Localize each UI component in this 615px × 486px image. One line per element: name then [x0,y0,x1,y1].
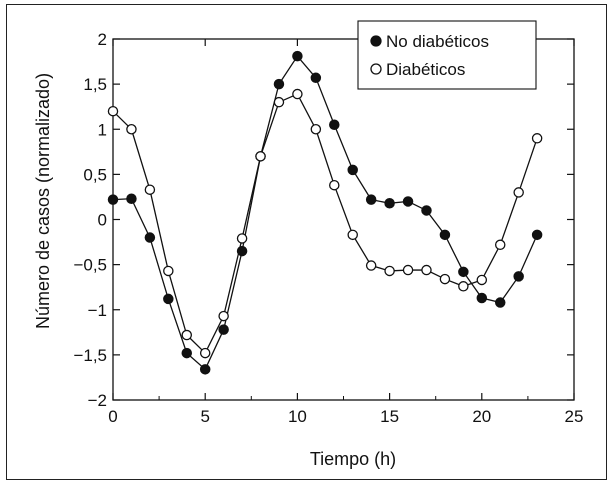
data-point [181,329,193,341]
series-line [112,93,538,355]
data-point [107,105,119,117]
data-point [384,265,395,277]
data-point [458,281,469,292]
data-point [292,50,303,62]
data-point [255,151,266,162]
legend-label: Diabéticos [386,60,465,79]
y-tick-label: −1 [88,301,107,320]
data-point [144,232,156,243]
data-point [347,229,358,241]
data-point [218,324,229,335]
y-tick-label: 0 [98,211,107,230]
x-axis-label: Tiempo (h) [310,449,396,469]
plot-area-border [112,38,575,401]
data-point [513,271,524,282]
data-point [421,205,432,216]
legend: No diabéticos Diabéticos [357,20,537,90]
data-point [476,274,488,286]
data-point [163,293,174,305]
figure-frame: 0 5 10 15 20 25 −2 −1,5 −1 −0,5 0 0,5 1 1,5 2 No diabé… [6,4,607,480]
data-point [365,194,377,205]
data-point [513,187,524,198]
data-point [218,310,229,322]
x-tick-label: 10 [288,407,307,426]
y-tick-label: 2 [98,30,107,49]
data-point [107,194,119,205]
y-tick-label: 1 [98,120,107,139]
data-point [292,88,303,100]
y-tick-label: 0,5 [83,165,107,184]
y-tick-label: −0,5 [73,256,107,275]
data-point [273,78,285,90]
legend-marker [370,63,382,75]
data-point [163,265,174,277]
data-point [126,193,137,204]
data-point [402,264,414,276]
data-point [329,179,340,191]
data-point [476,292,488,304]
y-tick-label: 1,5 [83,75,107,94]
data-point [365,260,377,271]
y-tick-label: −2 [88,391,107,410]
data-point [347,164,358,176]
data-point [310,124,322,135]
y-axis-label: Número de casos (normalizado) [33,73,53,329]
data-point [421,264,432,276]
data-point [439,229,451,241]
series-group [107,50,543,375]
line-chart: 0 5 10 15 20 25 −2 −1,5 −1 −0,5 0 0,5 1 1,5 2 No diabé… [33,20,583,469]
data-point [439,273,451,285]
axes: 0 5 10 15 20 25 −2 −1,5 −1 −0,5 0 0,5 1 1,5 2 [73,30,583,426]
data-point [181,347,193,359]
legend-marker [370,35,382,47]
x-tick-label: 0 [108,407,117,426]
data-point [458,266,469,278]
data-point [531,133,543,144]
x-tick-label: 25 [565,407,584,426]
legend-box [357,20,537,90]
data-point [199,347,211,359]
data-point [144,184,156,195]
data-point [273,96,285,108]
data-point [310,72,322,84]
data-point [126,124,137,135]
y-tick-label: −1,5 [73,346,107,365]
data-point [402,196,414,207]
data-point [329,119,340,130]
x-tick-label: 5 [200,407,209,426]
series-line [112,55,538,371]
x-tick-label: 15 [380,407,399,426]
data-point [494,297,506,308]
data-point [384,198,395,209]
data-point [236,233,248,244]
data-point [494,239,506,251]
x-tick-label: 20 [472,407,491,426]
legend-label: No diabéticos [386,32,489,51]
data-point [199,364,211,375]
data-point [531,229,543,241]
